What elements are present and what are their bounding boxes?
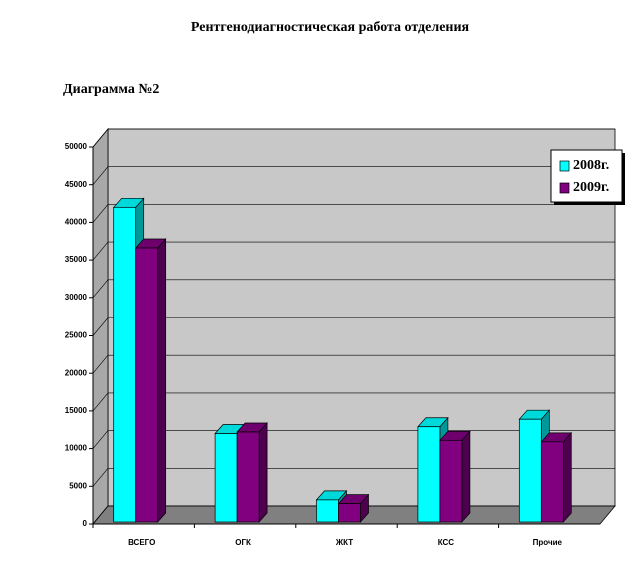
y-tick-label: 25000 bbox=[65, 331, 88, 340]
y-tick-label: 50000 bbox=[65, 142, 88, 151]
y-tick-label: 0 bbox=[83, 519, 88, 528]
bar bbox=[135, 247, 159, 523]
x-tick-label: Прочие bbox=[533, 538, 563, 547]
bar bbox=[113, 206, 137, 523]
bar bbox=[214, 433, 238, 523]
y-tick-label: 10000 bbox=[65, 444, 88, 453]
bar bbox=[417, 426, 441, 523]
grid-line bbox=[92, 392, 615, 412]
bar bbox=[540, 441, 564, 523]
bar-side bbox=[461, 430, 471, 523]
grid-line bbox=[92, 128, 615, 148]
y-tick-label: 35000 bbox=[65, 255, 88, 264]
legend-swatch bbox=[559, 160, 570, 172]
legend-label: 2009г. bbox=[573, 180, 609, 195]
bar bbox=[338, 503, 361, 523]
y-tick-label: 40000 bbox=[65, 218, 88, 227]
bar-side bbox=[157, 238, 167, 523]
bar bbox=[439, 439, 463, 523]
grid-line bbox=[92, 317, 615, 336]
y-tick-label: 45000 bbox=[65, 180, 88, 189]
grid-line bbox=[92, 204, 615, 223]
grid-line bbox=[92, 241, 615, 261]
bar-side bbox=[562, 431, 572, 523]
chart-title: Рентгенодиагностическая работа отделения bbox=[191, 20, 470, 35]
x-tick-label: ОГК bbox=[235, 538, 251, 547]
grid-line bbox=[92, 354, 615, 374]
y-tick-label: 20000 bbox=[65, 368, 88, 377]
y-tick-label: 30000 bbox=[65, 293, 88, 302]
y-tick-label: 15000 bbox=[65, 406, 88, 415]
x-tick-label: ВСЕГО bbox=[128, 538, 155, 547]
grid-line bbox=[92, 279, 615, 298]
legend-swatch bbox=[559, 182, 570, 194]
grid-line bbox=[92, 166, 615, 185]
bar bbox=[518, 418, 542, 523]
chart-subtitle: Диаграмма №2 bbox=[63, 82, 159, 97]
bar-side bbox=[258, 422, 268, 523]
x-tick-label: ЖКТ bbox=[335, 538, 353, 547]
legend-label: 2008г. bbox=[573, 158, 609, 173]
bar bbox=[316, 499, 339, 523]
bar bbox=[236, 431, 260, 523]
x-tick-label: КСС bbox=[438, 538, 455, 547]
y-tick-label: 5000 bbox=[69, 481, 87, 490]
